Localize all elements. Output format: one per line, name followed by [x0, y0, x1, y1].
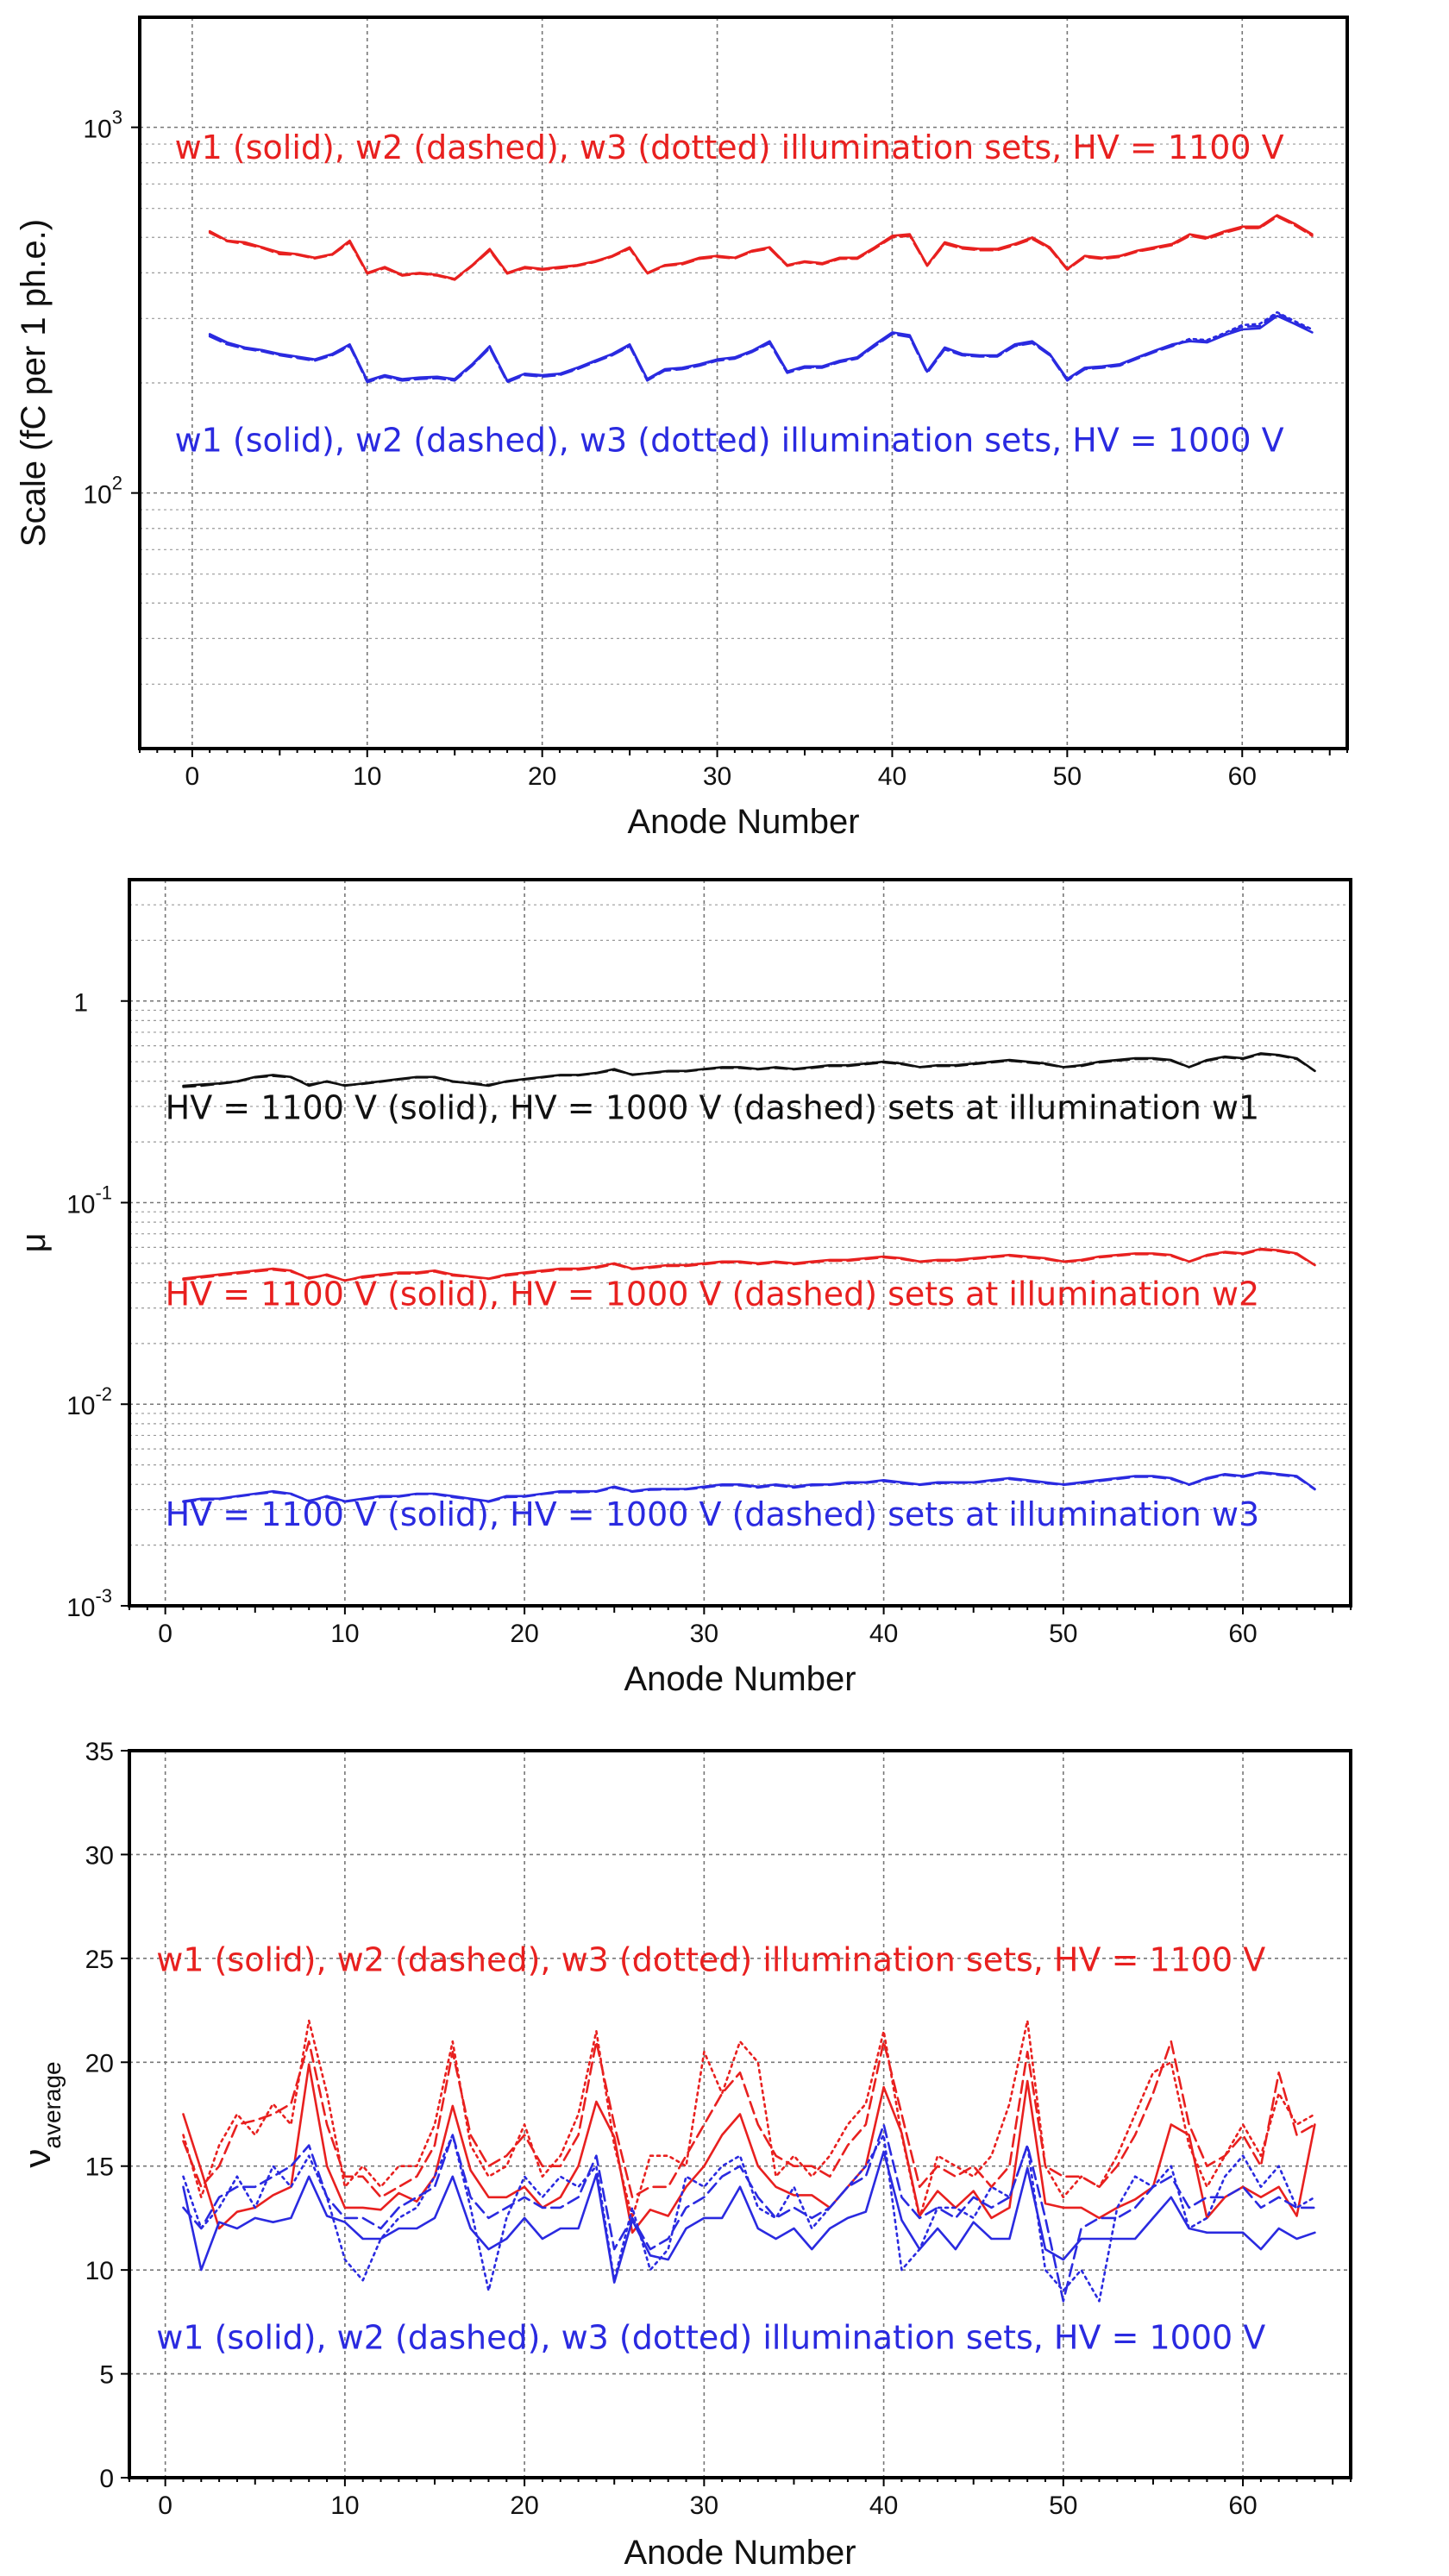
mu-chart-y-tick-label: 10-3 — [66, 1585, 112, 1622]
mu-chart-x-tick-label: 0 — [158, 1620, 172, 1648]
scale-chart-x-tick-label: 60 — [1228, 762, 1257, 791]
mu-chart-annotation-2: HV = 1100 V (solid), HV = 1000 V (dashed… — [166, 1495, 1260, 1533]
nu-symbol: ν — [16, 2149, 59, 2168]
mu-chart-panel: HV = 1100 V (solid), HV = 1000 V (dashed… — [15, 878, 1352, 1698]
scale-chart-x-tick-label: 20 — [528, 762, 556, 791]
nu-chart-y-axis-title-group: νaverage — [16, 2061, 66, 2167]
nu-chart-series-2-dotted-line — [182, 2019, 1316, 2220]
nu-chart-series-3-solid-line — [182, 2150, 1316, 2284]
scale-chart-plot-frame — [138, 16, 1349, 750]
scale-chart-x-tick-label: 10 — [353, 762, 381, 791]
mu-chart-x-tick-label: 50 — [1049, 1620, 1077, 1648]
mu-chart-series-3-dashed-line — [182, 1248, 1316, 1282]
scale-chart-y-axis-title: Scale (fC per 1 ph.e.) — [15, 219, 53, 547]
nu-chart-x-tick-label: 40 — [869, 2491, 898, 2520]
nu-chart-series-5-dotted-line — [182, 2134, 1316, 2303]
nu-average-chart-panel: w1 (solid), w2 (dashed), w3 (dotted) ill… — [16, 1738, 1352, 2572]
nu-chart-grid — [129, 1751, 1351, 2478]
nu-chart-y-tick-label: 5 — [99, 2361, 114, 2390]
nu-chart-y-tick-label: 35 — [85, 1738, 114, 1766]
mu-chart-y-axis-title: μ — [15, 1232, 53, 1252]
nu-chart-x-axis-title: Anode Number — [624, 2534, 856, 2572]
mu-chart-annotations: HV = 1100 V (solid), HV = 1000 V (dashed… — [166, 1088, 1260, 1532]
mu-chart-annotation-1: HV = 1100 V (solid), HV = 1000 V (dashed… — [166, 1275, 1260, 1313]
mu-chart-series — [182, 1052, 1316, 1503]
mu-chart-x-tick-label: 60 — [1228, 1620, 1257, 1648]
nu-chart-ticks: 0 10 20 30 40 50 60 0 5 10 15 20 25 30 35 — [85, 1738, 1352, 2520]
mu-chart-ticks: 0 10 20 30 40 50 60 1 10-1 10-2 10-3 — [66, 989, 1352, 1648]
mu-chart-y-tick-label: 10-1 — [66, 1181, 112, 1219]
scale-chart-x-tick-label: 40 — [878, 762, 906, 791]
scale-chart-annotations: w1 (solid), w2 (dashed), w3 (dotted) ill… — [175, 128, 1284, 459]
nu-chart-series-1-dashed-line — [182, 2040, 1316, 2199]
mu-chart-series-1-dashed-line — [182, 1052, 1316, 1088]
nu-chart-y-tick-label: 0 — [99, 2465, 114, 2493]
scale-chart-series-3-solid-line — [208, 314, 1314, 382]
mu-chart-y-tick-label: 10-2 — [66, 1383, 112, 1420]
scale-chart-x-tick-label: 50 — [1053, 762, 1082, 791]
nu-chart-x-tick-label: 50 — [1049, 2491, 1077, 2520]
scale-chart-series-2-dotted-line — [208, 215, 1314, 281]
nu-chart-x-tick-label: 60 — [1228, 2491, 1257, 2520]
scale-chart-panel: w1 (solid), w2 (dashed), w3 (dotted) ill… — [15, 16, 1349, 841]
nu-chart-y-tick-label: 25 — [85, 1946, 114, 1974]
nu-chart-y-tick-label: 20 — [85, 2049, 114, 2078]
scale-chart-annotation-1: w1 (solid), w2 (dashed), w3 (dotted) ill… — [175, 421, 1284, 459]
nu-chart-y-tick-label: 30 — [85, 1841, 114, 1870]
scale-chart-series-0-solid-line — [208, 214, 1314, 280]
nu-chart-x-tick-label: 20 — [510, 2491, 538, 2520]
nu-chart-annotation-1: w1 (solid), w2 (dashed), w3 (dotted) ill… — [156, 2319, 1265, 2357]
scale-chart-series — [208, 214, 1314, 384]
scale-chart-grid — [140, 16, 1347, 749]
scale-chart-y-tick-label: 102 — [83, 473, 122, 510]
scale-chart-y-tick-label: 103 — [83, 107, 122, 144]
nu-chart-series — [182, 2019, 1316, 2303]
nu-chart-y-axis-title: νaverage — [16, 2061, 66, 2167]
nu-chart-x-tick-label: 30 — [690, 2491, 718, 2520]
nu-chart-series-4-dashed-line — [182, 2123, 1316, 2303]
nu-chart-annotations: w1 (solid), w2 (dashed), w3 (dotted) ill… — [156, 1940, 1265, 2356]
mu-chart-series-5-dashed-line — [182, 1471, 1316, 1503]
mu-chart-x-tick-label: 10 — [330, 1620, 359, 1648]
mu-chart-x-tick-label: 30 — [690, 1620, 718, 1648]
scale-chart-x-axis-title: Anode Number — [627, 803, 859, 841]
mu-chart-x-tick-label: 40 — [869, 1620, 898, 1648]
scale-chart-ticks: 0 10 20 30 40 50 60 102 103 — [83, 107, 1348, 791]
mu-chart-annotation-0: HV = 1100 V (solid), HV = 1000 V (dashed… — [166, 1088, 1260, 1126]
nu-chart-x-tick-label: 10 — [330, 2491, 359, 2520]
nu-chart-series-0-solid-line — [182, 2063, 1316, 2234]
nu-subscript: average — [39, 2061, 66, 2148]
mu-chart-x-tick-label: 20 — [510, 1620, 538, 1648]
nu-chart-annotation-0: w1 (solid), w2 (dashed), w3 (dotted) ill… — [156, 1940, 1265, 1978]
scale-chart-series-5-dotted-line — [208, 310, 1314, 383]
nu-chart-y-tick-label: 15 — [85, 2153, 114, 2182]
nu-chart-x-tick-label: 0 — [158, 2491, 172, 2520]
nu-chart-y-tick-label: 10 — [85, 2257, 114, 2285]
scale-chart-x-tick-label: 30 — [703, 762, 731, 791]
scale-chart-annotation-0: w1 (solid), w2 (dashed), w3 (dotted) ill… — [175, 128, 1284, 166]
mu-chart-x-axis-title: Anode Number — [624, 1660, 856, 1698]
mu-chart-y-tick-label: 1 — [73, 989, 88, 1018]
scale-chart-x-tick-label: 0 — [185, 762, 200, 791]
